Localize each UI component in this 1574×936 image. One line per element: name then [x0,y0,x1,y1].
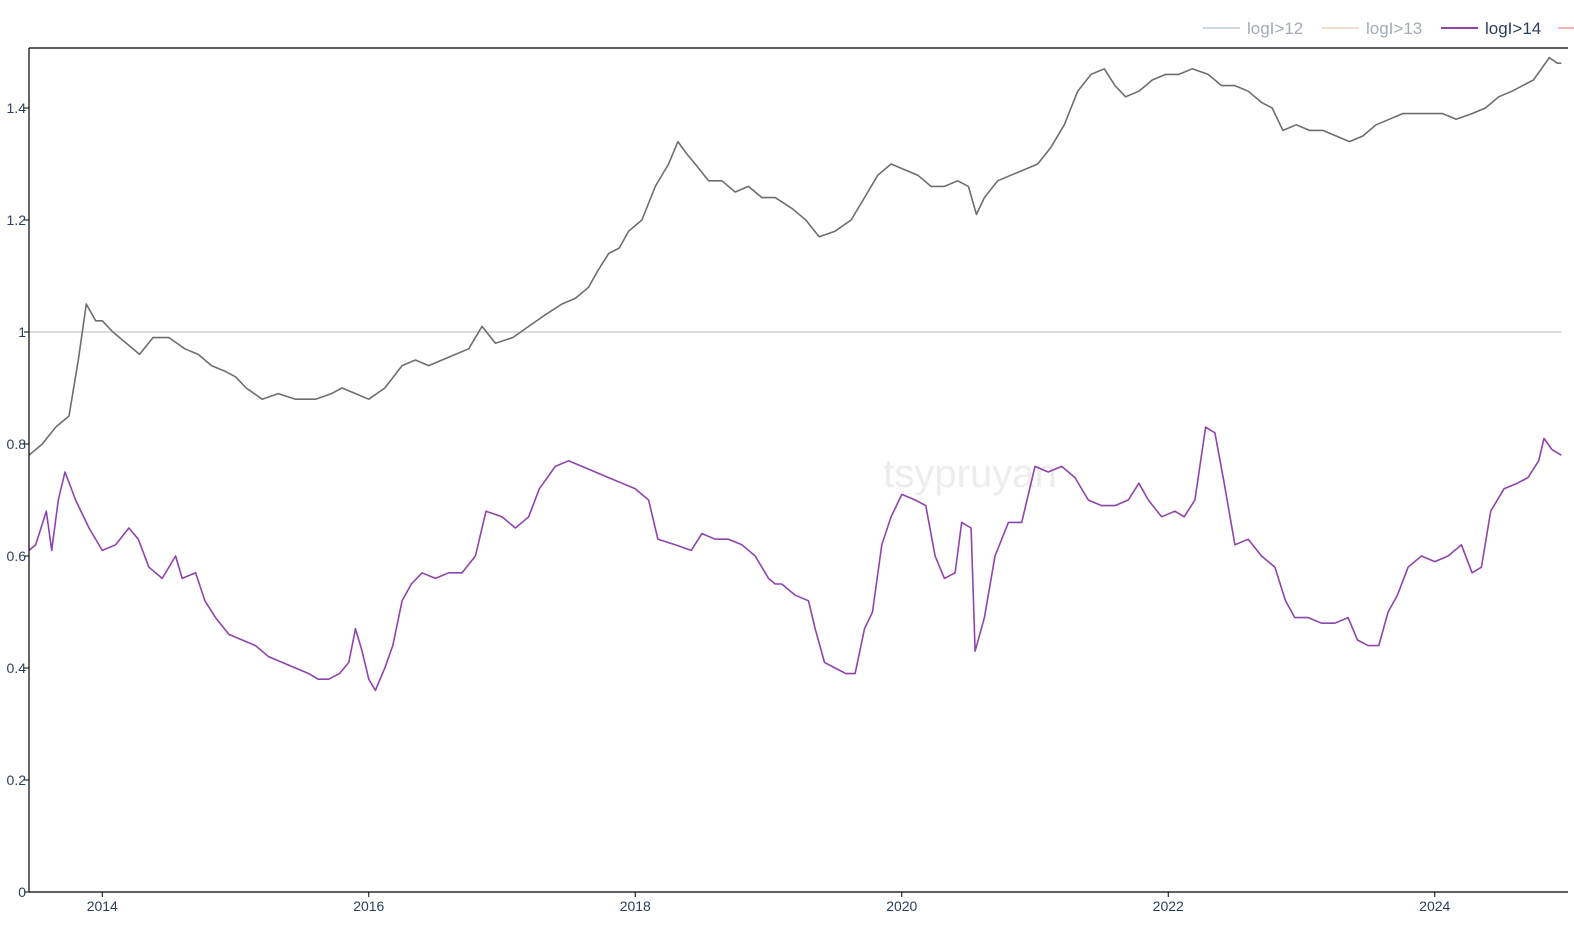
y-tick-label: 1 [18,324,26,340]
legend-label-logI-12: logI>12 [1247,19,1303,38]
legend-label-logI-14: logI>14 [1485,19,1541,38]
series-line-logI-14 [28,426,1562,692]
legend: logI>12 logI>13 logI>14 [1203,19,1574,38]
y-tick-label: 0.4 [7,660,27,676]
x-tick-label: 2022 [1153,898,1184,914]
x-tick-label: 2014 [87,898,118,914]
y-tick-label: 1.2 [7,212,27,228]
x-tick-label: 2024 [1419,898,1450,914]
series-layer [28,56,1562,692]
y-tick-label: 0.2 [7,772,27,788]
watermark-text: tsypruyan [883,452,1056,496]
legend-label-logI-13: logI>13 [1366,19,1422,38]
legend-item-logI-14[interactable]: logI>14 [1441,19,1541,38]
legend-item-logI-13[interactable]: logI>13 [1322,19,1422,38]
x-tick-label: 2018 [620,898,651,914]
x-tick-label: 2020 [886,898,917,914]
x-tick-label: 2016 [353,898,384,914]
y-tick-label: 0.8 [7,436,27,452]
legend-item-logI-12[interactable]: logI>12 [1203,19,1303,38]
axis-layer [28,47,1568,893]
y-tick-label: 0 [18,884,26,900]
y-tick-label: 0.6 [7,548,27,564]
series-line-unlabeled-1 [28,56,1562,456]
y-tick-label: 1.4 [7,100,27,116]
x-tick-layer: 2014 2016 2018 2020 2022 2024 [87,892,1451,914]
y-tick-layer: 0 0.2 0.4 0.6 0.8 1 1.2 1.4 [7,100,29,900]
